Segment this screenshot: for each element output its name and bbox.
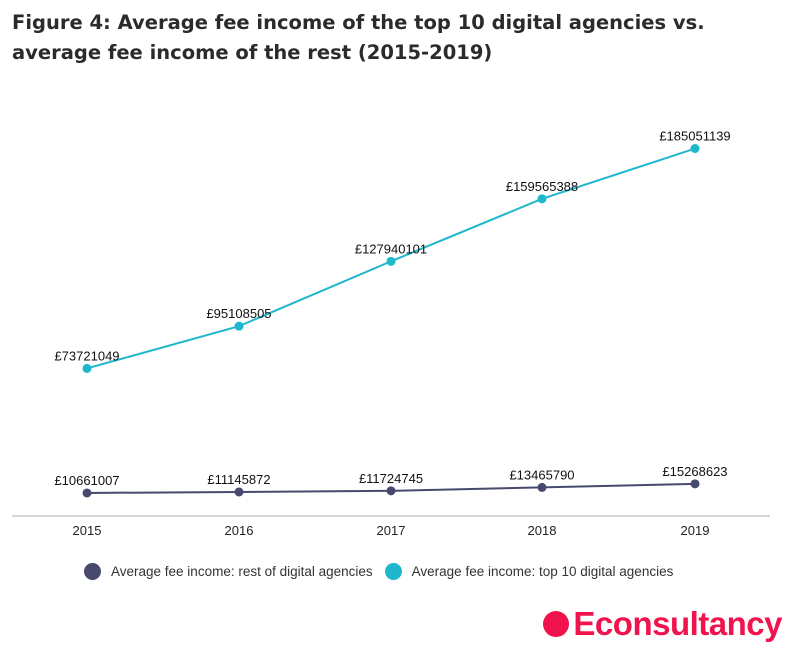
data-point	[386, 486, 396, 496]
data-label: £13465790	[509, 467, 574, 482]
data-point	[690, 479, 700, 489]
data-label: £127940101	[355, 241, 427, 256]
legend-marker-top10	[384, 563, 402, 580]
data-label: £11145872	[207, 472, 270, 487]
data-point	[537, 482, 547, 492]
logo-dot-icon	[543, 611, 570, 637]
data-label: £10661007	[54, 473, 119, 488]
econsultancy-logo: Econsultancy	[543, 605, 782, 643]
data-label: £185051139	[659, 129, 730, 144]
chart-title: Figure 4: Average fee income of the top …	[12, 11, 705, 64]
x-tick-label: 2019	[681, 523, 710, 538]
logo-text: Econsultancy	[573, 605, 782, 642]
legend: Average fee income: rest of digital agen…	[84, 563, 673, 580]
legend-label-rest: Average fee income: rest of digital agen…	[111, 564, 373, 579]
data-label: £95108505	[206, 306, 271, 321]
x-tick-label: 2017	[377, 523, 406, 538]
data-label: £73721049	[54, 348, 119, 363]
x-tick-label: 2016	[225, 523, 254, 538]
data-point	[537, 194, 547, 204]
data-point	[690, 144, 700, 154]
legend-marker-rest	[84, 563, 101, 580]
data-point	[234, 487, 244, 497]
data-point	[234, 321, 244, 331]
data-point	[386, 256, 396, 266]
data-label: £11724745	[359, 471, 423, 486]
data-point	[82, 488, 92, 498]
x-tick-label: 2015	[73, 523, 102, 538]
x-tick-label: 2018	[528, 523, 557, 538]
data-label: £15268623	[662, 464, 727, 479]
data-label: £159565388	[506, 179, 578, 194]
legend-label-top10: Average fee income: top 10 digital agenc…	[411, 564, 674, 579]
data-point	[82, 363, 92, 373]
